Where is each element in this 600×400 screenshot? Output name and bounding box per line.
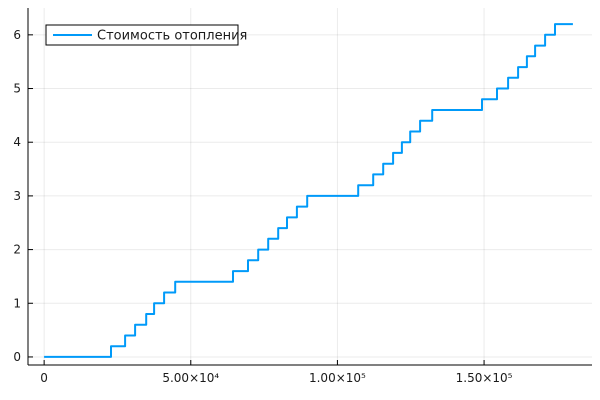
axis-tick-labels: 0 5.00×10⁴ 1.00×10⁵ 1.50×10⁵ 0 1 2 3 4 5 6 (13, 28, 512, 385)
y-tick-label: 0 (13, 350, 21, 364)
x-tick-label: 1.50×10⁵ (456, 371, 513, 385)
y-tick-label: 5 (13, 82, 21, 96)
legend-label: Стоимость отопления (97, 29, 247, 44)
series-layer (44, 23, 573, 358)
y-tick-label: 6 (13, 28, 21, 42)
grid-lines (28, 8, 592, 365)
y-tick-label: 4 (13, 135, 21, 149)
y-tick-label: 1 (13, 296, 21, 310)
legend-box (45, 24, 239, 46)
x-tick-label: 1.00×10⁵ (309, 371, 366, 385)
axes (27, 8, 592, 366)
series-line-heating-cost (44, 23, 573, 358)
y-tick-label: 3 (13, 189, 21, 203)
x-tick-label: 0 (40, 371, 48, 385)
y-tick-label: 2 (13, 243, 21, 257)
legend: Стоимость отопления (45, 24, 247, 46)
x-tick-label: 5.00×10⁴ (162, 371, 219, 385)
